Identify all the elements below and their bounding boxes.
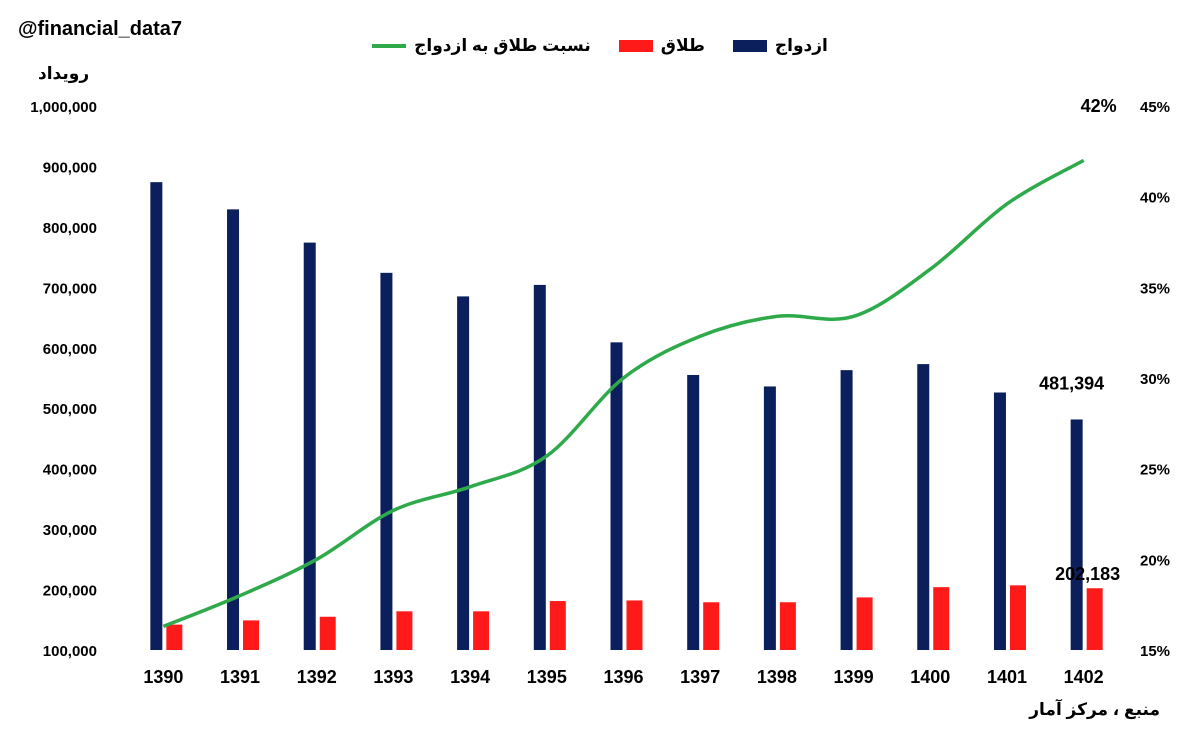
legend-label-divorce: طلاق [660,36,705,55]
line-ratio [162,158,1085,629]
y-axis-unit: رویداد [38,64,90,83]
x-tick-label-1399: 1399 [834,667,874,687]
x-tick-label-1397: 1397 [680,667,720,687]
bar-marriage-1401 [993,392,1006,650]
watermark: @financial_data7 [18,18,183,40]
y-left-tick-label: 400,000 [43,462,97,479]
bar-marriage-1397 [687,374,700,650]
x-tick-label-1395: 1395 [527,667,567,687]
legend-item-marriage: ازدواج [732,36,828,56]
y-left-tick-label: 800,000 [43,220,97,237]
bar-marriage-1396 [610,342,623,650]
bar-marriage-1398 [763,386,776,650]
bar-divorce-1402 [1086,588,1103,650]
bar-divorce-1401 [1009,585,1026,650]
bar-divorce-1399 [856,597,873,650]
y-left-tick-label: 500,000 [43,401,97,418]
y-right-tick-label: 40% [1140,190,1170,207]
bar-divorce-1394 [473,611,490,650]
bar-marriage-1399 [840,370,853,650]
bar-divorce-1396 [626,600,643,650]
bar-marriage-1391 [227,209,240,651]
bar-divorce-1390 [166,624,183,650]
data-label-1402: 202,183 [1055,564,1120,584]
legend-item-ratio: نسبت طلاق به ازدواج [372,36,591,56]
legend-item-divorce: طلاق [618,36,705,56]
bar-divorce-1400 [933,587,950,650]
x-tick-label-1401: 1401 [987,667,1027,687]
x-tick-label-1392: 1392 [297,667,337,687]
x-tick-label-1398: 1398 [757,667,797,687]
legend-label-marriage: ازدواج [774,36,828,55]
bar-marriage-1392 [303,242,316,651]
legend-swatch-marriage [732,40,767,52]
data-label-1402: 481,394 [1039,373,1104,393]
x-tick-label-1396: 1396 [603,667,643,687]
y-left-tick-label: 900,000 [43,159,97,176]
source-note: منبع ، مرکز آمار [1029,700,1160,719]
bar-marriage-1395 [533,284,546,650]
legend-label-ratio: نسبت طلاق به ازدواج [414,36,591,55]
data-label-1402: 42% [1081,96,1117,116]
chart-legend: ازدواج طلاق نسبت طلاق به ازدواج [0,36,1200,56]
x-tick-label-1390: 1390 [143,667,183,687]
y-left-tick-label: 600,000 [43,341,97,358]
legend-swatch-divorce [618,40,653,52]
bar-divorce-1397 [703,602,720,650]
x-tick-label-1400: 1400 [910,667,950,687]
y-left-tick-label: 300,000 [43,522,97,539]
bar-divorce-1398 [779,602,796,650]
y-right-tick-label: 25% [1140,462,1170,479]
y-left-tick-label: 1,000,000 [30,99,97,116]
y-right-tick-label: 15% [1140,643,1170,660]
bar-divorce-1392 [319,616,336,650]
y-right-tick-label: 20% [1140,552,1170,569]
y-left-tick-label: 100,000 [43,643,97,660]
y-left-tick-label: 200,000 [43,583,97,600]
x-tick-label-1394: 1394 [450,667,490,687]
y-right-tick-label: 30% [1140,371,1170,388]
x-tick-label-1391: 1391 [220,667,260,687]
bar-divorce-1393 [396,611,413,650]
bar-marriage-1393 [380,272,393,650]
bar-divorce-1395 [549,601,566,650]
bar-marriage-1400 [917,364,930,650]
legend-swatch-ratio [372,44,407,48]
y-right-tick-label: 35% [1140,280,1170,297]
bar-marriage-1394 [457,296,470,650]
bar-marriage-1402 [1070,419,1083,650]
bar-divorce-1391 [243,620,260,650]
x-tick-label-1402: 1402 [1064,667,1104,687]
y-left-tick-label: 700,000 [43,280,97,297]
bar-marriage-1390 [150,182,163,650]
y-right-tick-label: 45% [1140,99,1170,116]
x-tick-label-1393: 1393 [373,667,413,687]
